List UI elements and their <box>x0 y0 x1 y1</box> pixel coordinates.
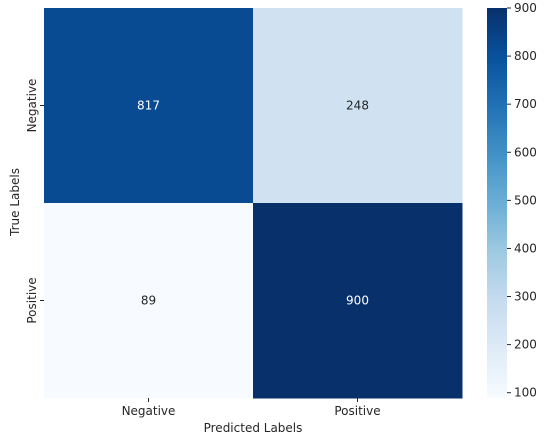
colorbar-tick-label: 300 <box>514 290 537 304</box>
colorbar-tick-label: 600 <box>514 145 537 159</box>
y-tick-label-positive: Positive <box>25 277 39 323</box>
x-axis-label: Predicted Labels <box>204 421 303 435</box>
cell-value-1-1: 900 <box>346 294 369 308</box>
colorbar-tick-label: 700 <box>514 97 537 111</box>
colorbar-ticks: 100 200 300 400 500 600 700 800 900 <box>507 1 537 400</box>
colorbar-tick-label: 200 <box>514 338 537 352</box>
y-axis-ticks: Negative Positive <box>25 79 44 324</box>
colorbar-tick-label: 900 <box>514 1 537 15</box>
colorbar-tick-label: 100 <box>514 386 537 400</box>
colorbar-tick-label: 400 <box>514 241 537 255</box>
colorbar <box>487 8 507 398</box>
y-tick-label-negative: Negative <box>25 79 39 133</box>
cell-value-1-0: 89 <box>141 294 156 308</box>
y-axis-label: True Labels <box>8 168 22 237</box>
x-tick-label-negative: Negative <box>122 404 176 418</box>
heatmap-cell-1-1 <box>253 203 463 399</box>
x-tick-label-positive: Positive <box>334 404 380 418</box>
heatmap-cells <box>44 8 463 399</box>
cell-value-0-1: 248 <box>346 99 369 113</box>
cell-value-0-0: 817 <box>137 99 160 113</box>
cell-labels: 817 248 89 900 <box>137 99 369 308</box>
colorbar-tick-label: 500 <box>514 193 537 207</box>
colorbar-tick-label: 800 <box>514 49 537 63</box>
heatmap-cell-0-0 <box>44 8 254 204</box>
heatmap-cell-1-0 <box>44 203 254 399</box>
heatmap-cell-0-1 <box>253 8 463 204</box>
x-axis-ticks: Negative Positive <box>122 398 381 418</box>
